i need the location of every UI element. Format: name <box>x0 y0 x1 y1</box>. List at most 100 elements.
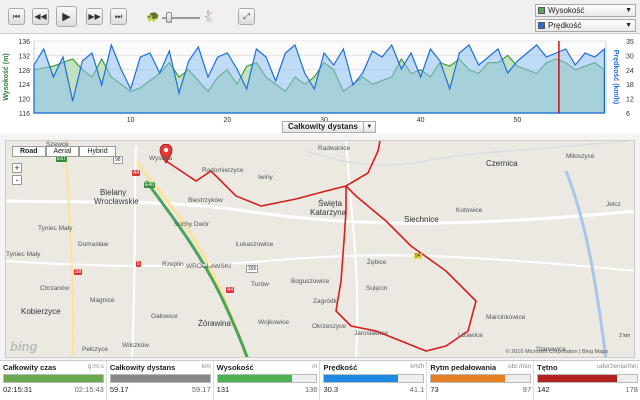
map-canvas[interactable] <box>6 141 635 358</box>
chevron-down-icon: ▼ <box>625 7 632 14</box>
stat-name: Całkowity dystans <box>109 363 176 372</box>
stat-progress-bar <box>537 374 638 383</box>
map-place-label: Jelcz <box>606 201 621 208</box>
road-shield: S8 <box>74 269 83 275</box>
fullscreen-button[interactable]: ⤢ <box>238 8 255 25</box>
left-axis-tick-label: 136 <box>18 39 30 46</box>
stat-unit: m <box>312 363 318 370</box>
play-icon: ▶ <box>62 11 71 23</box>
route-map[interactable]: Road Aerial Hybrid + - Szewce Radwanice Bi… <box>5 140 635 358</box>
stat-values: 59.17 59.17 <box>110 385 211 394</box>
map-place-label: Radomierzyce <box>202 167 244 174</box>
map-place-label: Gałowice <box>151 313 178 320</box>
map-place-label: Łukaszowice <box>236 241 274 248</box>
stat-progress-bar <box>216 374 318 383</box>
chart-canvas[interactable]: 136 132 128 124 120 116 35 30 24 18 12 6 10 20 30 40 50 W… <box>0 34 640 134</box>
map-place-label: Żórawina <box>198 319 231 328</box>
skip-forward-button[interactable]: ⏭ <box>110 8 127 25</box>
play-button[interactable]: ▶ <box>56 6 77 27</box>
map-place-label: Sulęcin <box>366 285 388 292</box>
map-place-label: Bielany <box>100 188 127 197</box>
map-motorway-a4 <box>144 180 249 357</box>
rabbit-icon: 🐇 <box>202 11 216 23</box>
fullscreen-icon: ⤢ <box>243 11 250 21</box>
step-back-icon: ◀◀ <box>34 12 47 21</box>
road-shield: 98 <box>113 156 123 164</box>
left-axis-tick-label: 124 <box>18 82 30 89</box>
right-axis-selector[interactable]: Prędkość ▼ <box>535 19 636 32</box>
road-shield: 395 <box>246 265 259 273</box>
start-marker-icon[interactable] <box>159 144 173 164</box>
step-forward-button[interactable]: ▶▶ <box>86 8 103 25</box>
right-axis-tick-label: 18 <box>626 82 634 89</box>
map-place-label: Miłoszyce <box>566 153 595 160</box>
zoom-out-button[interactable]: - <box>12 175 22 185</box>
stat-header: Wysokość m <box>217 363 318 372</box>
map-place-label: Wojkowice <box>258 319 289 326</box>
x-axis-tick-label: 40 <box>417 117 425 124</box>
right-axis-selector-label: Prędkość <box>548 21 582 30</box>
stat-unit: km <box>201 363 211 370</box>
map-road <box>345 141 359 357</box>
elevation-speed-chart[interactable]: 136 132 128 124 120 116 35 30 24 18 12 6 10 20 30 40 50 W… <box>0 34 640 134</box>
stat-max: 178 <box>625 385 638 394</box>
map-place-label: Żębice <box>367 259 387 266</box>
stat-max: 02:15:43 <box>74 385 104 394</box>
skip-back-button[interactable]: ⏮ <box>8 8 25 25</box>
x-axis-selector[interactable]: Całkowity dystans ▼ <box>282 121 376 133</box>
stat-progress-fill <box>431 375 506 382</box>
chevron-down-icon: ▼ <box>625 22 632 29</box>
map-place-label: Katarzyna <box>310 208 347 217</box>
map-road <box>65 141 75 357</box>
player-toolbar: ⏮ ◀◀ ▶ ▶▶ ⏭ 🐢 🐇 ⤢ Wysokość ▼ Prędkość ▼ <box>0 0 640 34</box>
step-back-button[interactable]: ◀◀ <box>32 8 49 25</box>
road-shield: A4 <box>132 170 141 176</box>
map-type-hybrid-button[interactable]: Hybrid <box>79 146 116 157</box>
stat-header: Rytm pedałowania obr./min <box>430 363 531 372</box>
stat-name: Wysokość <box>216 363 254 372</box>
playback-speed-slider[interactable]: 🐢 🐇 <box>146 10 216 24</box>
road-shield: 5 <box>136 261 141 267</box>
map-place-label: Rzeplin <box>162 261 184 268</box>
stat-panel: Prędkość km/h 30.3 41.1 <box>320 361 428 400</box>
map-place-label: Iwiny <box>258 174 273 181</box>
stat-value: 02:15:31 <box>3 385 33 394</box>
stat-max: 97 <box>522 385 532 394</box>
skip-back-icon: ⏮ <box>12 11 21 21</box>
x-axis-tick-label: 10 <box>127 117 135 124</box>
map-place-label: Magnice <box>90 297 115 304</box>
map-type-road-button[interactable]: Road <box>12 146 46 157</box>
stats-panel: Całkowity czas g:m:s 02:15:31 02:15:43 C… <box>0 360 640 400</box>
left-axis-tick-label: 120 <box>18 97 30 104</box>
right-axis-tick-label: 24 <box>626 68 634 75</box>
stat-values: 142 178 <box>537 385 638 394</box>
speed-slider-track <box>162 17 200 19</box>
left-axis-tick-label: 116 <box>19 111 30 118</box>
stat-max: 41.1 <box>409 385 425 394</box>
right-axis-tick-label: 30 <box>626 53 634 60</box>
left-axis-tick-label: 128 <box>18 68 30 75</box>
map-place-label: Szewce <box>46 141 69 148</box>
left-axis-selector[interactable]: Wysokość ▼ <box>535 4 636 17</box>
map-place-label: Wysoka <box>149 155 173 162</box>
stat-panel: Całkowity czas g:m:s 02:15:31 02:15:43 <box>0 361 107 400</box>
stat-value: 142 <box>537 385 550 394</box>
stat-values: 73 97 <box>430 385 531 394</box>
speed-slider-knob[interactable] <box>166 12 172 23</box>
map-place-label: Radwanice <box>318 145 351 152</box>
stat-panel: Tętno uderzenia/min 142 178 <box>534 361 640 400</box>
route-path <box>165 141 477 352</box>
zoom-in-button[interactable]: + <box>12 163 22 173</box>
stat-name: Tętno <box>537 363 558 372</box>
step-forward-icon: ▶▶ <box>88 12 101 21</box>
stat-progress-fill <box>110 375 210 382</box>
map-scale: 2 km <box>619 333 630 339</box>
right-axis-tick-label: 6 <box>626 111 630 118</box>
stat-panel: Rytm pedałowania obr./min 73 97 <box>427 361 535 400</box>
map-place-label: Kotowice <box>456 207 483 214</box>
stat-unit: obr./min <box>508 363 532 370</box>
stat-panel: Wysokość m 131 136 <box>214 361 321 400</box>
map-road <box>6 254 634 272</box>
left-axis-selector-label: Wysokość <box>548 6 585 15</box>
map-copyright: © 2010 Microsoft Corporation | Bing Maps <box>505 349 608 355</box>
